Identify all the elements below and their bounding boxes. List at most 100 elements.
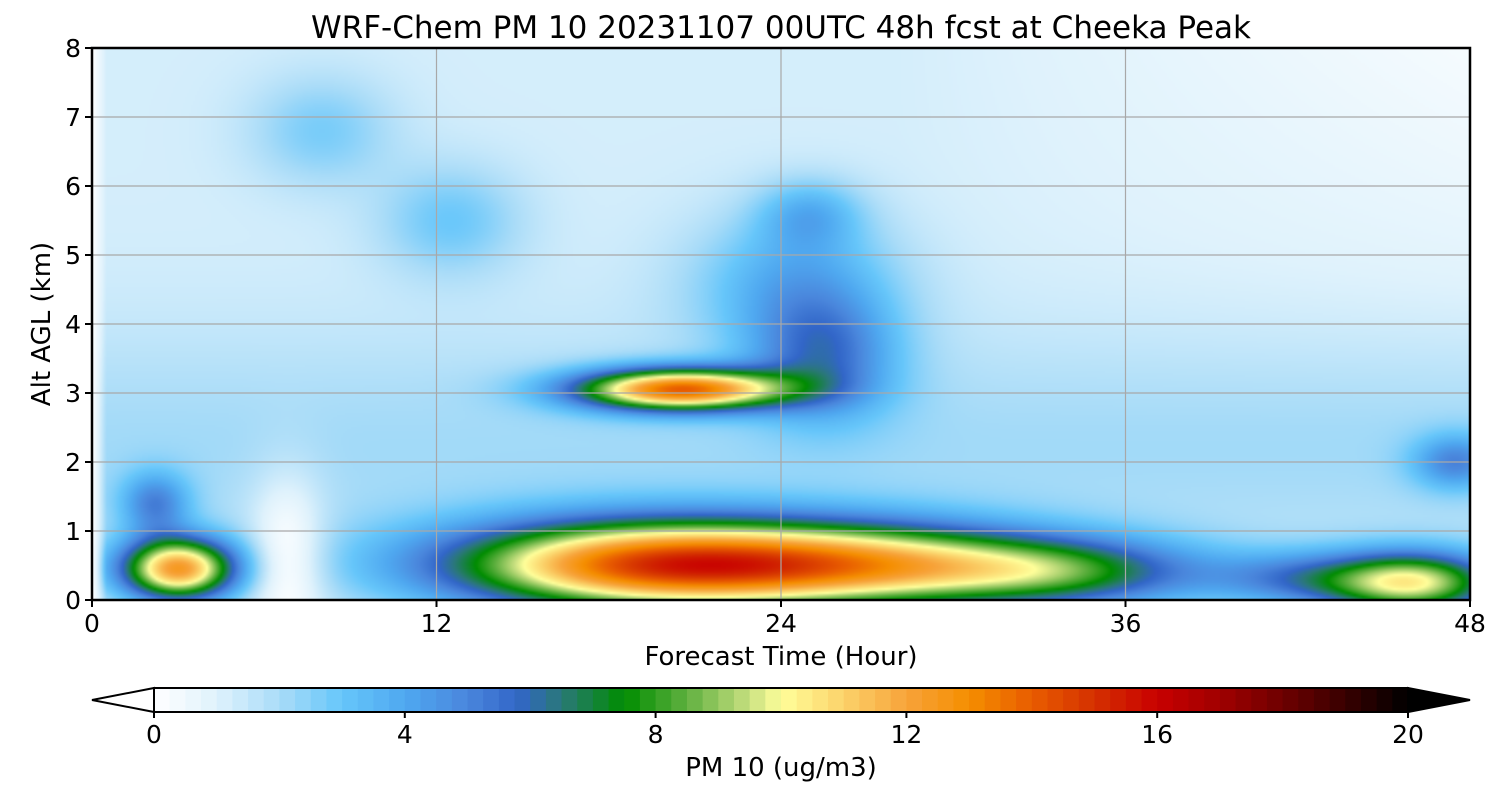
colorbar-segment: [765, 688, 782, 712]
colorbar-segment: [906, 688, 923, 712]
colorbar-segment: [781, 688, 798, 712]
colorbar-segment: [828, 688, 845, 712]
colorbar-segment: [639, 688, 657, 712]
colorbar-segment: [1376, 688, 1393, 712]
colorbar-segments: [154, 688, 1409, 712]
colorbar-segment: [671, 688, 688, 712]
colorbar-segment: [1266, 688, 1284, 712]
colorbar-segment: [467, 688, 484, 712]
colorbar-segment: [1094, 688, 1111, 712]
colorbar-segment: [279, 688, 296, 712]
colorbar-segment: [1110, 688, 1127, 712]
colorbar-segment: [969, 688, 986, 712]
colorbar-segment: [749, 688, 766, 712]
colorbar-segment: [577, 688, 594, 712]
colorbar-segment: [1063, 688, 1080, 712]
colorbar-segment: [1313, 688, 1331, 712]
colorbar-segment: [922, 688, 939, 712]
colorbar-segment: [859, 688, 876, 712]
colorbar-segment: [1188, 688, 1205, 712]
colorbar-segment: [812, 688, 829, 712]
colorbar-segment: [561, 688, 578, 712]
colorbar-segment: [169, 688, 186, 712]
colorbar-segment: [1078, 688, 1096, 712]
colorbar-segment: [655, 688, 672, 712]
colorbar-segment: [1000, 688, 1017, 712]
colorbar-over-extend: [1407, 686, 1471, 714]
colorbar-segment: [718, 688, 735, 712]
grid-lines: [92, 48, 1470, 600]
colorbar-segment: [420, 688, 437, 712]
colorbar-segment: [592, 688, 610, 712]
y-tick-label: 5: [65, 241, 81, 270]
colorbar-ticks: 0 4 8 12 16 20: [146, 712, 1424, 749]
colorbar-under-extend: [91, 686, 155, 714]
colorbar-segment: [1251, 688, 1268, 712]
colorbar-segment: [530, 688, 547, 712]
colorbar-segment: [1031, 688, 1049, 712]
colorbar-segment: [545, 688, 563, 712]
colorbar-segment: [154, 688, 171, 712]
colorbar-tick-label: 12: [890, 720, 922, 749]
colorbar-label: PM 10 (ug/m3): [685, 753, 877, 783]
colorbar-segment: [1204, 688, 1221, 712]
colorbar-segment: [1047, 688, 1064, 712]
colorbar-segment: [232, 688, 249, 712]
colorbar-segment: [201, 688, 218, 712]
colorbar-segment: [483, 688, 500, 712]
colorbar-tick-label: 4: [397, 720, 413, 749]
y-tick-label: 4: [65, 310, 81, 339]
colorbar-segment: [875, 688, 892, 712]
y-tick-label: 2: [65, 448, 81, 477]
y-axis: 0 1 2 3 4 5 6 7 8: [65, 34, 92, 615]
x-tick-label: 12: [421, 609, 453, 638]
colorbar-tick-label: 20: [1392, 720, 1424, 749]
colorbar-segment: [1345, 688, 1362, 712]
colorbar-segment: [733, 688, 751, 712]
colorbar-segment: [608, 688, 625, 712]
colorbar-segment: [1157, 688, 1174, 712]
colorbar-segment: [185, 688, 202, 712]
colorbar-segment: [310, 688, 328, 712]
x-tick-label: 24: [765, 609, 797, 638]
colorbar-segment: [1172, 688, 1190, 712]
y-tick-label: 7: [65, 103, 81, 132]
colorbar-segment: [389, 688, 406, 712]
colorbar-frame: [153, 687, 1409, 713]
colorbar-segment: [404, 688, 422, 712]
colorbar-segment: [702, 688, 719, 712]
x-axis: 0 12 24 36 48: [84, 600, 1486, 638]
colorbar-tick-label: 16: [1141, 720, 1173, 749]
colorbar-tick-label: 0: [146, 720, 162, 749]
colorbar: 0 4 8 12 16 20 PM 10 (ug/m3): [91, 686, 1471, 783]
y-axis-label: Alt AGL (km): [27, 242, 57, 406]
colorbar-segment: [436, 688, 453, 712]
colorbar-segment: [1016, 688, 1033, 712]
colorbar-segment: [1141, 688, 1158, 712]
chart-title: WRF-Chem PM 10 20231107 00UTC 48h fcst a…: [311, 10, 1251, 46]
y-tick-label: 6: [65, 172, 81, 201]
colorbar-segment: [451, 688, 469, 712]
colorbar-segment: [295, 688, 312, 712]
colorbar-segment: [953, 688, 970, 712]
y-tick-label: 3: [65, 379, 81, 408]
colorbar-tick-label: 8: [648, 720, 664, 749]
colorbar-segment: [1125, 688, 1143, 712]
x-tick-label: 36: [1110, 609, 1142, 638]
colorbar-segment: [1329, 688, 1346, 712]
y-tick-label: 1: [65, 517, 81, 546]
colorbar-segment: [1298, 688, 1315, 712]
x-axis-label: Forecast Time (Hour): [644, 642, 917, 672]
colorbar-segment: [357, 688, 375, 712]
colorbar-segment: [890, 688, 907, 712]
colorbar-segment: [624, 688, 641, 712]
colorbar-segment: [248, 688, 265, 712]
colorbar-segment: [263, 688, 280, 712]
colorbar-segment: [1360, 688, 1378, 712]
colorbar-segment: [1235, 688, 1252, 712]
colorbar-segment: [984, 688, 1002, 712]
colorbar-segment: [843, 688, 860, 712]
colorbar-segment: [937, 688, 955, 712]
y-tick-label: 8: [65, 34, 81, 63]
